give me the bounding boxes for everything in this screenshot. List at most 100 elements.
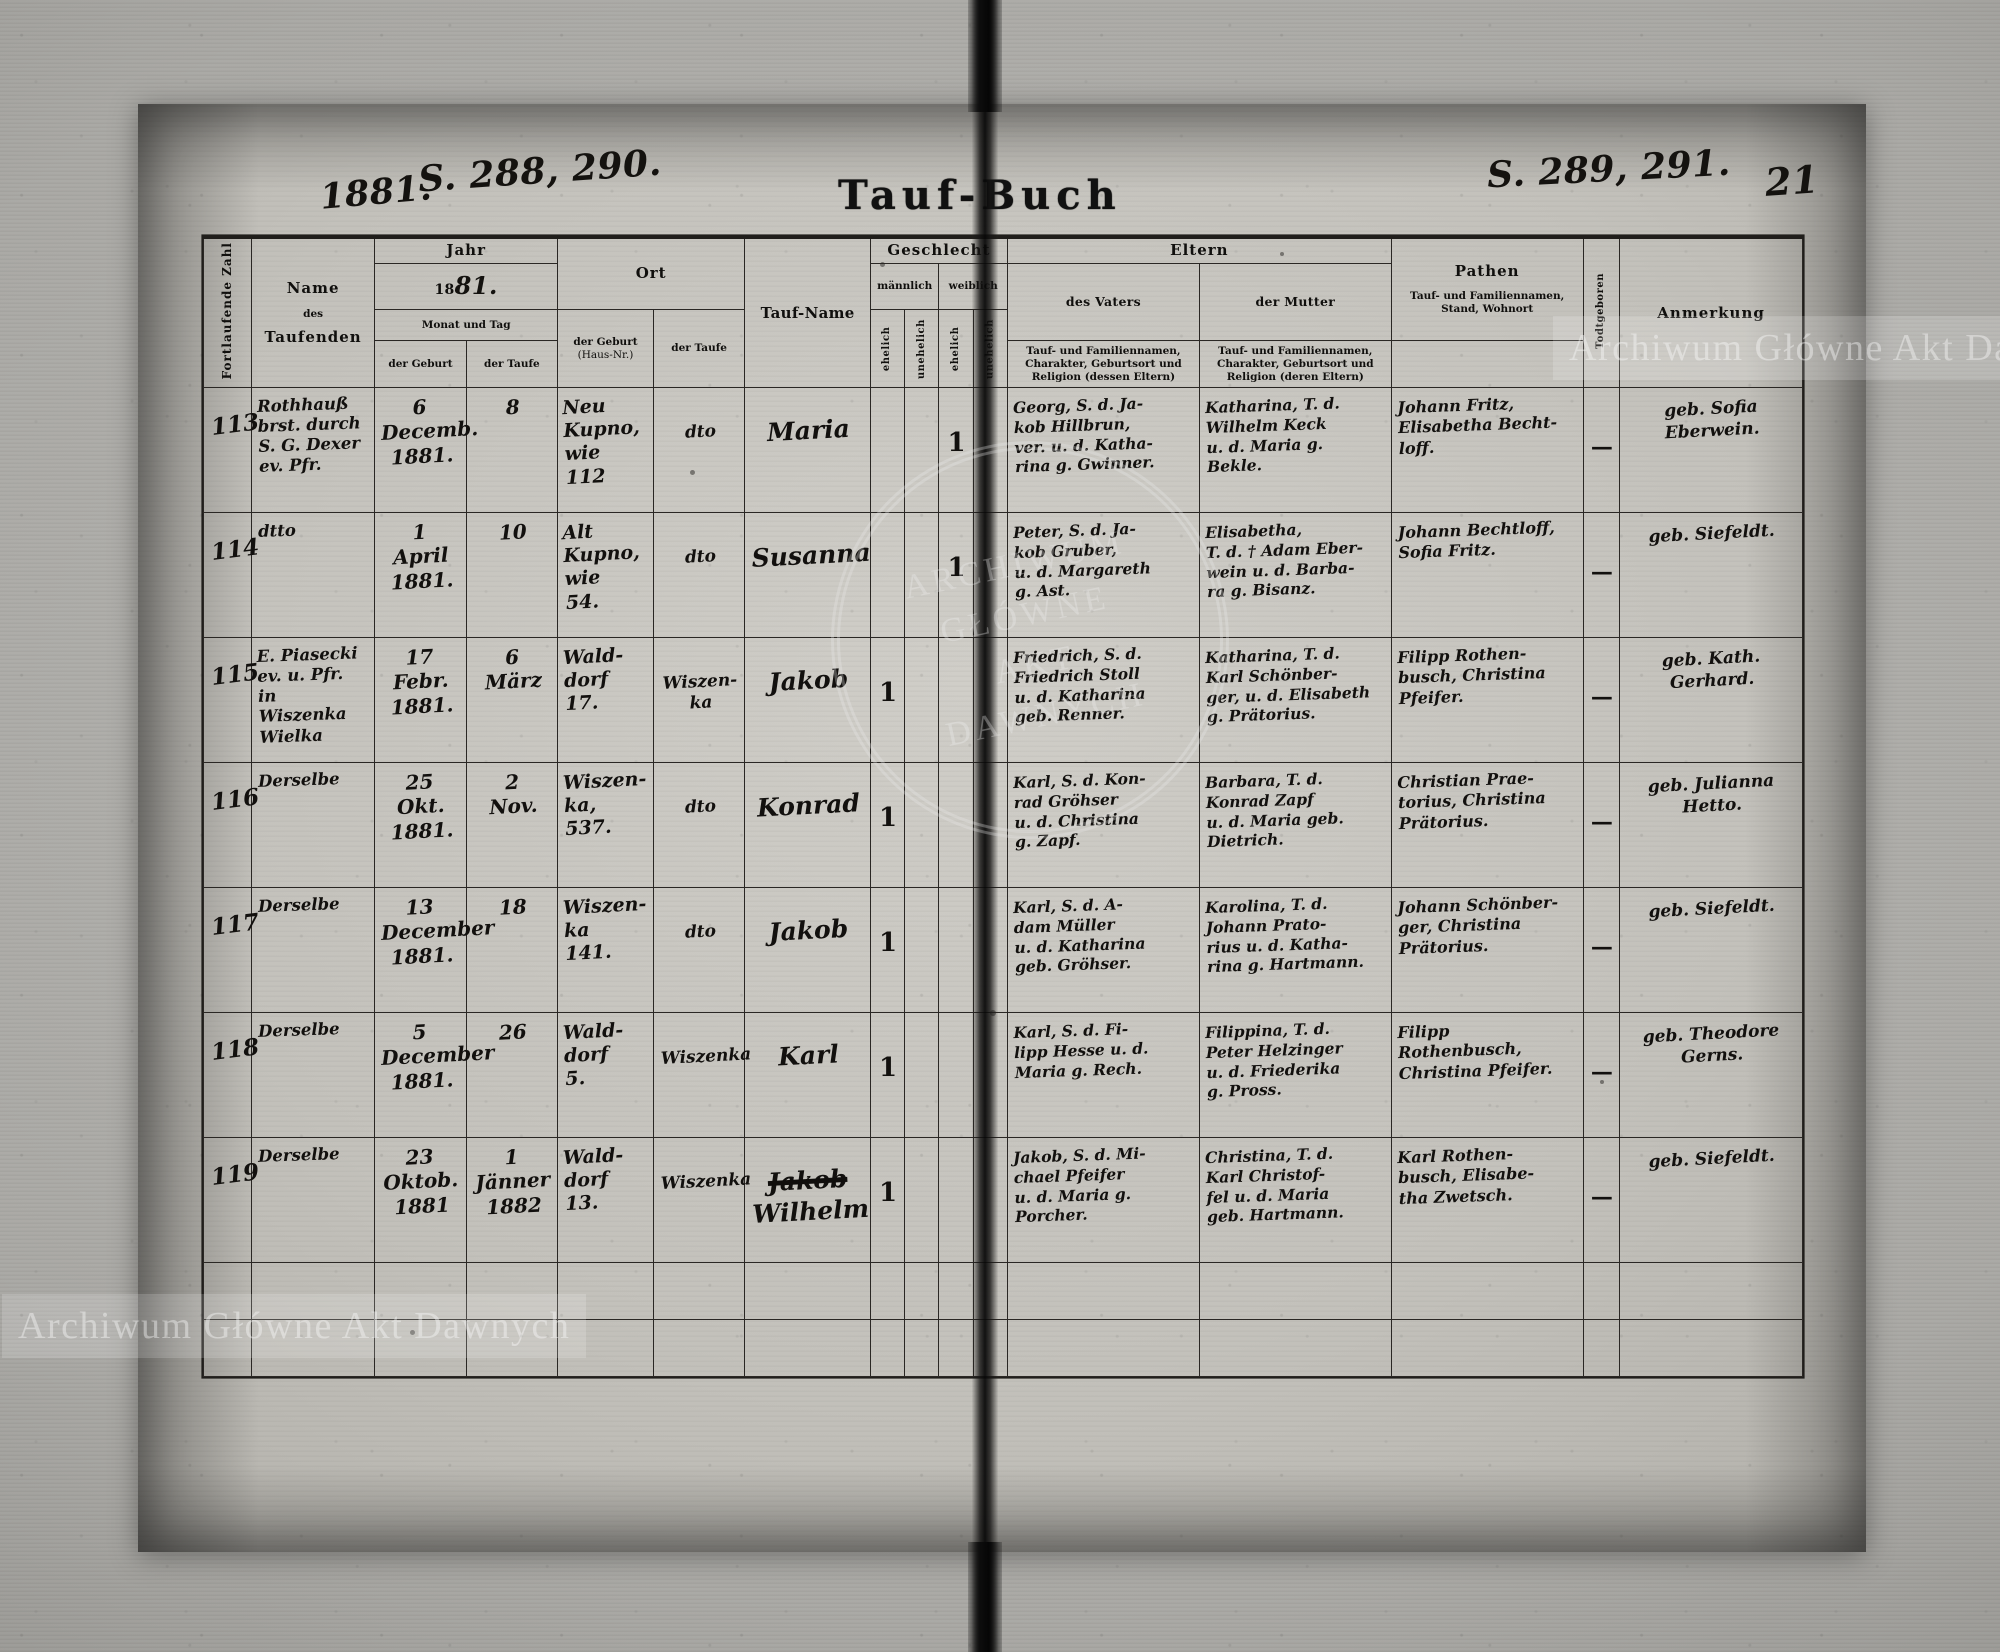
cell-remark-text: geb. Siefeldt. — [1648, 520, 1776, 548]
cell-father-text: Peter, S. d. Ja- kob Gruber, u. d. Marga… — [1012, 519, 1152, 602]
cell-empty — [652, 1262, 746, 1321]
cell-officiant-name: Derselbe — [250, 1012, 376, 1139]
cell-female-legitimate — [938, 762, 974, 889]
cell-baptism-place-text: Wiszenka — [660, 1044, 752, 1070]
th-year-printed: 18 — [434, 282, 455, 299]
cell-empty — [938, 1319, 974, 1378]
th-name: Name des Taufenden — [250, 235, 376, 389]
cell-remark: geb. Kath. Gerhard. — [1619, 637, 1803, 764]
cell-baptismal-name-text: Susanna — [751, 537, 872, 574]
cell-running-number: 119 — [203, 1137, 261, 1264]
cell-father-text: Karl, S. d. Fi- lipp Hesse u. d. Maria g… — [1013, 1019, 1149, 1082]
cell-baptismal-name: Susanna — [744, 512, 872, 639]
cell-baptism-place: dto — [652, 387, 746, 514]
th-name-sub2: Taufenden — [264, 327, 362, 346]
cell-running-number: 113 — [203, 387, 261, 514]
cell-officiant-name: Derselbe — [250, 762, 376, 889]
cell-female-legitimate-text: 1 — [947, 553, 966, 584]
table-row[interactable]: 114 dtto 1 April 1881. 10 Alt Kupno, wie 54.… — [203, 512, 1803, 639]
th-year-written: 81. — [454, 271, 498, 301]
table-row[interactable]: 115 E. Piasecki ev. u. Pfr. in Wiszenka W… — [203, 637, 1803, 764]
cell-officiant-name: Derselbe — [250, 887, 376, 1014]
cell-empty — [203, 1319, 252, 1378]
th-place-birth: der Geburt (Haus-Nr.) — [557, 309, 654, 389]
cell-running-number: 118 — [203, 1012, 261, 1139]
cell-baptism-place-text: dto — [684, 796, 717, 818]
cell-male-illegitimate-text — [905, 388, 938, 432]
cell-stillborn-text: — — [1590, 434, 1613, 461]
cell-male-illegitimate-text — [905, 513, 938, 557]
cell-male-legitimate-text: 1 — [879, 803, 898, 834]
cell-empty — [374, 1319, 467, 1378]
table-row[interactable]: 117 Derselbe 13 December 1881. 18 Wiszen- ka… — [203, 887, 1803, 1014]
cell-birth-place: Wiszen- ka 141. — [557, 887, 654, 1014]
cell-empty — [744, 1262, 871, 1321]
cell-stillborn: — — [1582, 1012, 1621, 1139]
cell-male-legitimate-text: 1 — [879, 1053, 898, 1084]
cell-running-number-text: 119 — [209, 1158, 261, 1192]
cell-running-number: 115 — [203, 637, 261, 764]
cell-baptismal-name-text: Maria — [766, 414, 851, 448]
cell-stillborn: — — [1582, 1137, 1621, 1264]
cell-baptismal-name: Jakob — [744, 887, 871, 1014]
cell-male-legitimate — [869, 512, 906, 639]
cell-baptism-date-text: 2 Nov. — [488, 769, 538, 820]
cell-baptism-place: dto — [652, 762, 746, 889]
table-row-empty[interactable] — [203, 1262, 1803, 1321]
cell-officiant-name: dtto — [250, 512, 376, 639]
th-male-legit: ehelich — [870, 309, 905, 388]
cell-male-illegitimate — [904, 762, 940, 889]
table-row[interactable]: 119 Derselbe 23 Oktob. 1881 1 Jänner 1882 Wa… — [203, 1137, 1803, 1264]
cell-empty — [465, 1262, 559, 1321]
th-father-sub: Tauf- und Familiennamen, Charakter, Gebu… — [1006, 340, 1200, 389]
handwritten-folio-number: 21 — [1763, 156, 1821, 205]
table-row[interactable]: 116 Derselbe 25 Okt. 1881. 2 Nov. Wiszen- ka… — [203, 762, 1803, 889]
cell-remark: geb. Siefeldt. — [1619, 1137, 1803, 1264]
cell-baptism-date: 2 Nov. — [465, 762, 559, 889]
cell-birth-place-text: Alt Kupno, wie 54. — [561, 520, 641, 614]
cell-godparents-text: Karl Rothen- busch, Elisabe- tha Zwetsch… — [1396, 1144, 1535, 1209]
cell-male-illegitimate — [904, 387, 940, 514]
th-father-label: des Vaters — [1065, 293, 1141, 309]
table-row[interactable]: 113 Rothhauß brst. durch S. G. Dexer ev. … — [203, 387, 1803, 514]
cell-remark: geb. Siefeldt. — [1619, 512, 1803, 639]
cell-birth-date: 6 Decemb. 1881. — [374, 387, 479, 514]
th-place-birth-sub: (Haus-Nr.) — [577, 348, 634, 361]
cell-remark: geb. Julianna Hetto. — [1619, 762, 1803, 889]
cell-empty — [1006, 1262, 1200, 1321]
cell-stillborn: — — [1582, 887, 1621, 1014]
th-date-baptism: der Taufe — [465, 340, 559, 389]
cell-officiant-name-text: Rothhauß brst. durch S. G. Dexer ev. Pfr… — [256, 393, 361, 477]
cell-baptismal-name: Jakob Wilhelm — [744, 1137, 871, 1264]
table-row[interactable]: 118 Derselbe 5 December 1881. 26 Wald- dorf … — [203, 1012, 1803, 1139]
cell-baptism-place: Wiszenka — [652, 1137, 752, 1264]
cell-officiant-name-text: Derselbe — [257, 894, 340, 917]
cell-mother: Katharina, T. d. Wilhelm Keck u. d. Mari… — [1198, 387, 1392, 514]
th-mother: der Mutter — [1198, 262, 1392, 342]
cell-female-legitimate — [938, 1137, 974, 1264]
cell-female-legitimate-text — [939, 638, 972, 682]
cell-stillborn-text: — — [1590, 559, 1613, 586]
th-name-sub1: des — [303, 307, 324, 320]
cell-baptism-date-text: 6 März — [483, 644, 543, 696]
cell-stillborn-text: — — [1590, 1059, 1613, 1086]
cell-baptism-date: 18 — [465, 887, 559, 1014]
th-place-baptism: der Taufe — [652, 309, 746, 389]
cell-birth-place-text: Wiszen- ka, 537. — [562, 768, 647, 841]
cell-baptism-date: 26 — [465, 1012, 559, 1139]
th-stillborn-label: Todtgeboren — [1595, 272, 1607, 349]
cell-empty — [1619, 1319, 1803, 1378]
th-male-illegit: unehelich — [904, 309, 939, 388]
th-parents-group: Eltern — [1006, 236, 1392, 264]
cell-baptismal-name-text: Karl — [777, 1039, 840, 1072]
book-gutter-fold — [972, 0, 998, 1652]
cell-godparents-text: Johann Schönber- ger, Christina Prätoriu… — [1396, 892, 1559, 959]
cell-stillborn: — — [1582, 637, 1621, 764]
table-row-empty[interactable] — [203, 1319, 1803, 1378]
cell-baptismal-name: Jakob — [744, 637, 871, 764]
cell-father: Friedrich, S. d. Friedrich Stoll u. d. K… — [1006, 637, 1200, 764]
cell-female-legitimate — [938, 887, 974, 1014]
cell-birth-place: Wald- dorf 5. — [557, 1012, 654, 1139]
cell-empty — [1582, 1262, 1621, 1321]
cell-godparents-text: Johann Bechtloff, Sofia Fritz. — [1397, 517, 1555, 563]
